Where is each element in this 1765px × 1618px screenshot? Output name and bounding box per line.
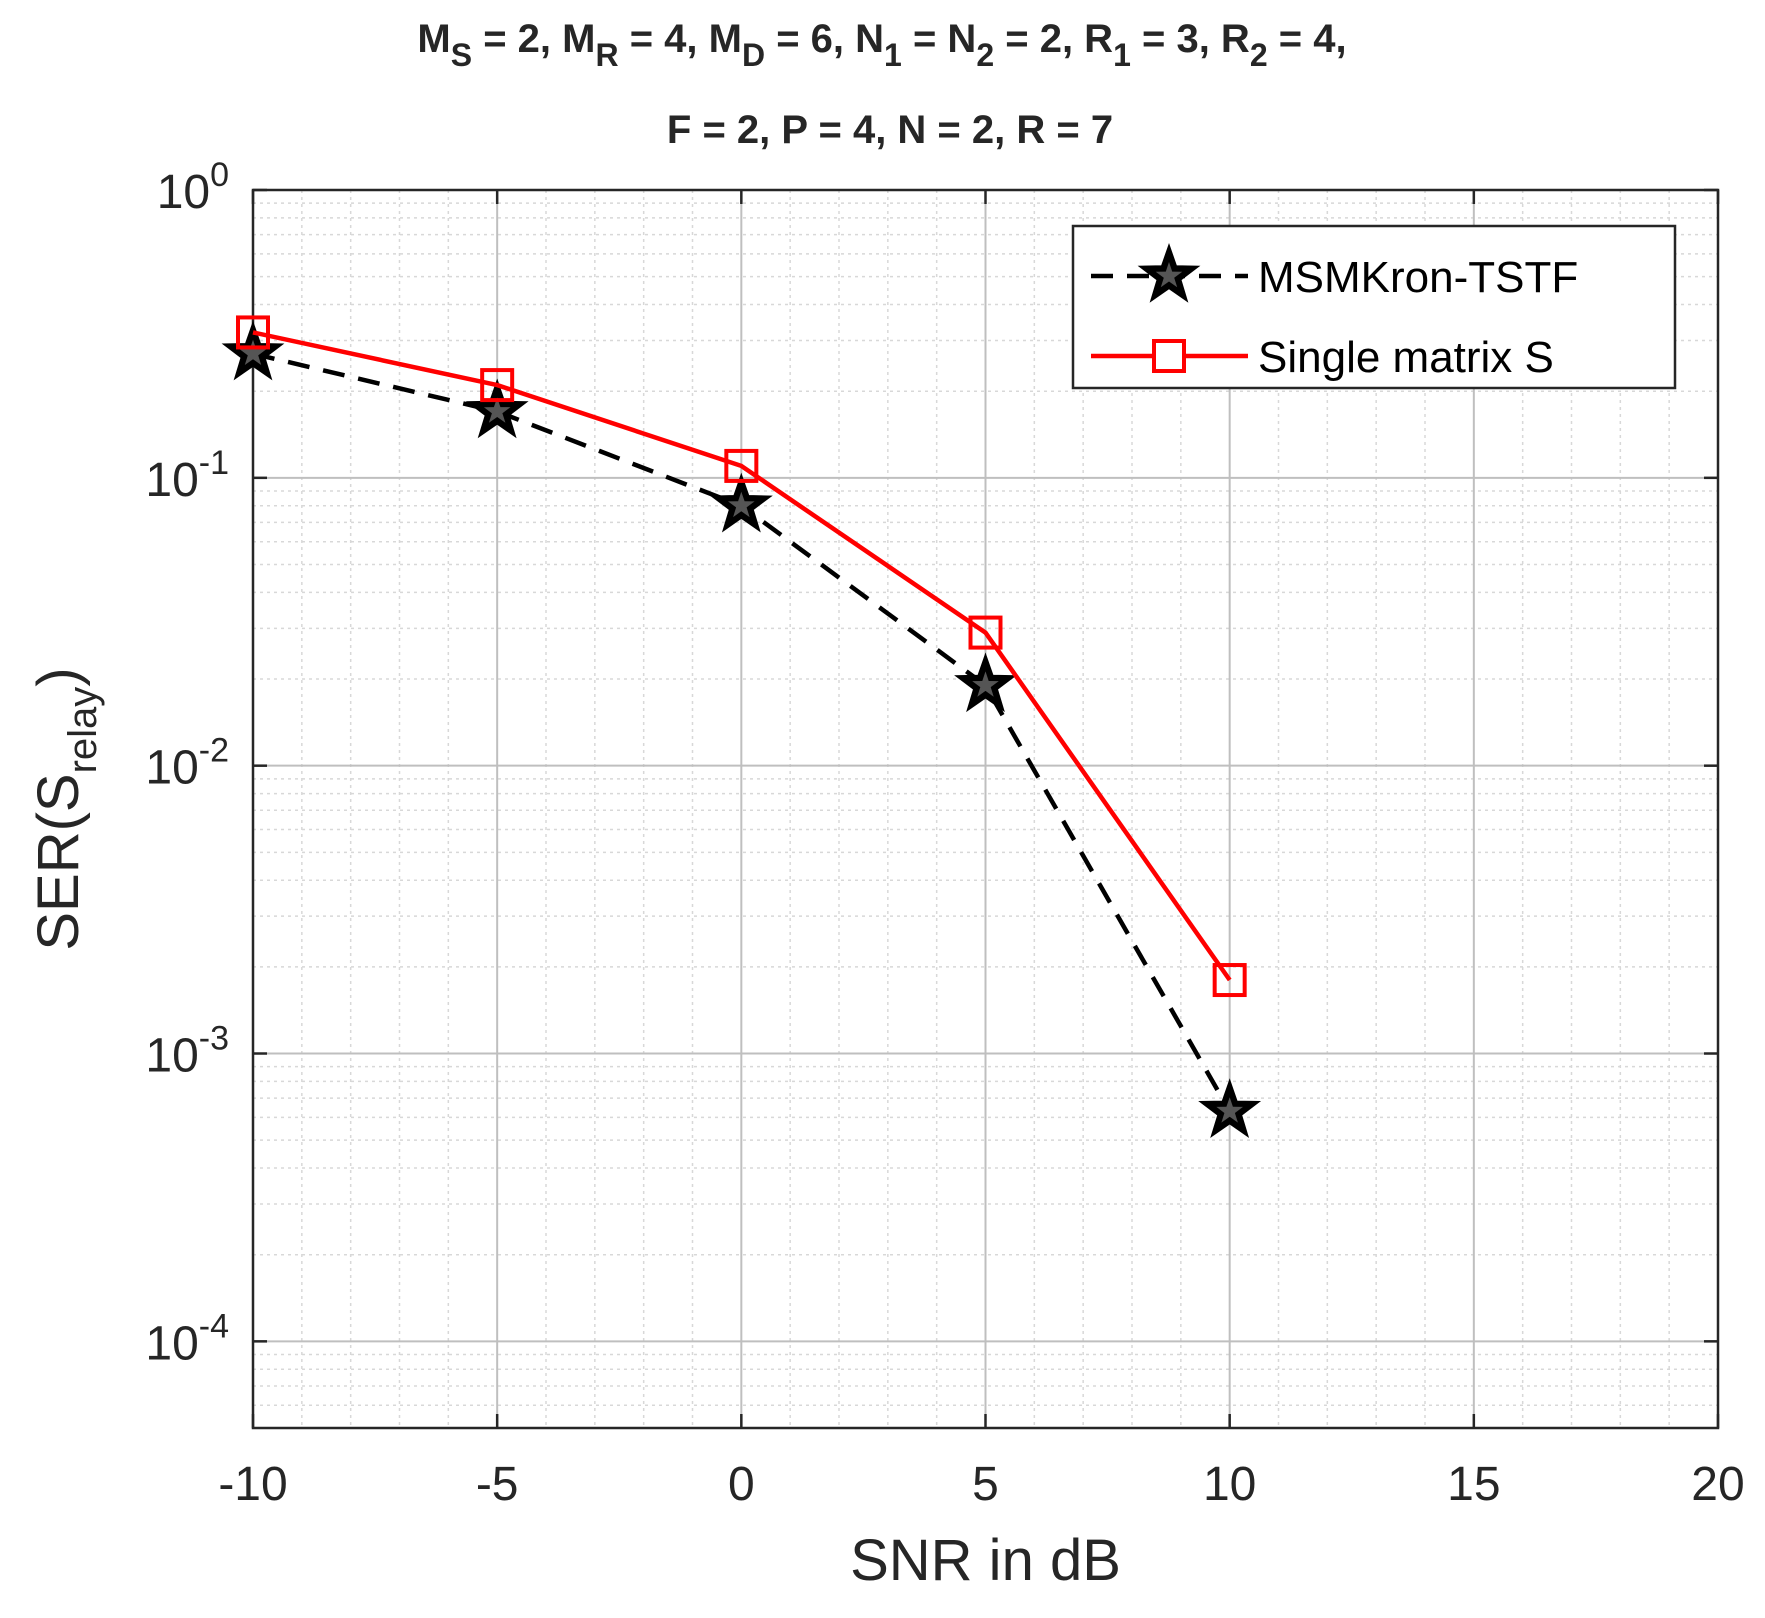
x-tick-label: 15: [1447, 1458, 1500, 1511]
square-marker: [968, 615, 1003, 650]
legend-entry-1: Single matrix S: [1091, 333, 1554, 382]
x-tick-label: 20: [1691, 1458, 1744, 1511]
x-tick-label: 5: [972, 1458, 999, 1511]
star-marker-inner: [239, 339, 267, 365]
legend-star-marker-inner: [1155, 262, 1183, 288]
star-marker-inner: [972, 671, 999, 697]
series-line: [252, 330, 1232, 982]
x-tick-label: 0: [728, 1458, 755, 1511]
legend-label: Single matrix S: [1258, 333, 1554, 382]
x-axis-label: SNR in dB: [850, 1528, 1121, 1593]
title-line-1: MS = 2, MR = 4, MD = 6, N1 = N2 = 2, R1 …: [417, 17, 1346, 73]
square-marker: [1212, 963, 1247, 998]
axis-labels: SNR in dB SER(Srelay): [26, 667, 1121, 1593]
star-marker-inner: [483, 397, 511, 423]
x-tick-label: 10: [1203, 1458, 1256, 1511]
title-line-2: F = 2, P = 4, N = 2, R = 7: [667, 108, 1113, 152]
y-tick-label: 10-1: [145, 444, 229, 507]
series-1: [236, 315, 1247, 998]
square-marker: [724, 448, 759, 483]
legend-square-marker: [1152, 339, 1186, 373]
chart-title: MS = 2, MR = 4, MD = 6, N1 = N2 = 2, R1 …: [417, 17, 1346, 152]
square-marker: [480, 368, 515, 403]
square-marker: [236, 315, 270, 350]
y-axis-label: SER(Srelay): [26, 667, 105, 950]
y-tick-label: 10-4: [145, 1307, 229, 1370]
legend-label: MSMKron-TSTF: [1258, 253, 1578, 302]
x-tick-label: -10: [218, 1458, 287, 1511]
series-0: [221, 320, 1262, 1138]
legend-entry-0: MSMKron-TSTF: [1091, 242, 1578, 303]
series-layer: [221, 315, 1262, 1138]
tick-labels: -10 -5 0 5 10 15 20 100 10-1 10-2 10-3 10-4: [145, 156, 1744, 1511]
plot-area: [251, 188, 1720, 1430]
y-tick-label: 100: [157, 156, 229, 219]
legend: MSMKron-TSTF Single matrix S: [1071, 224, 1677, 390]
x-tick-label: -5: [476, 1458, 519, 1511]
y-tick-label: 10-3: [145, 1020, 229, 1083]
y-tick-label: 10-2: [145, 732, 229, 795]
star-marker-inner: [728, 491, 755, 518]
star-marker-inner: [1216, 1097, 1243, 1123]
